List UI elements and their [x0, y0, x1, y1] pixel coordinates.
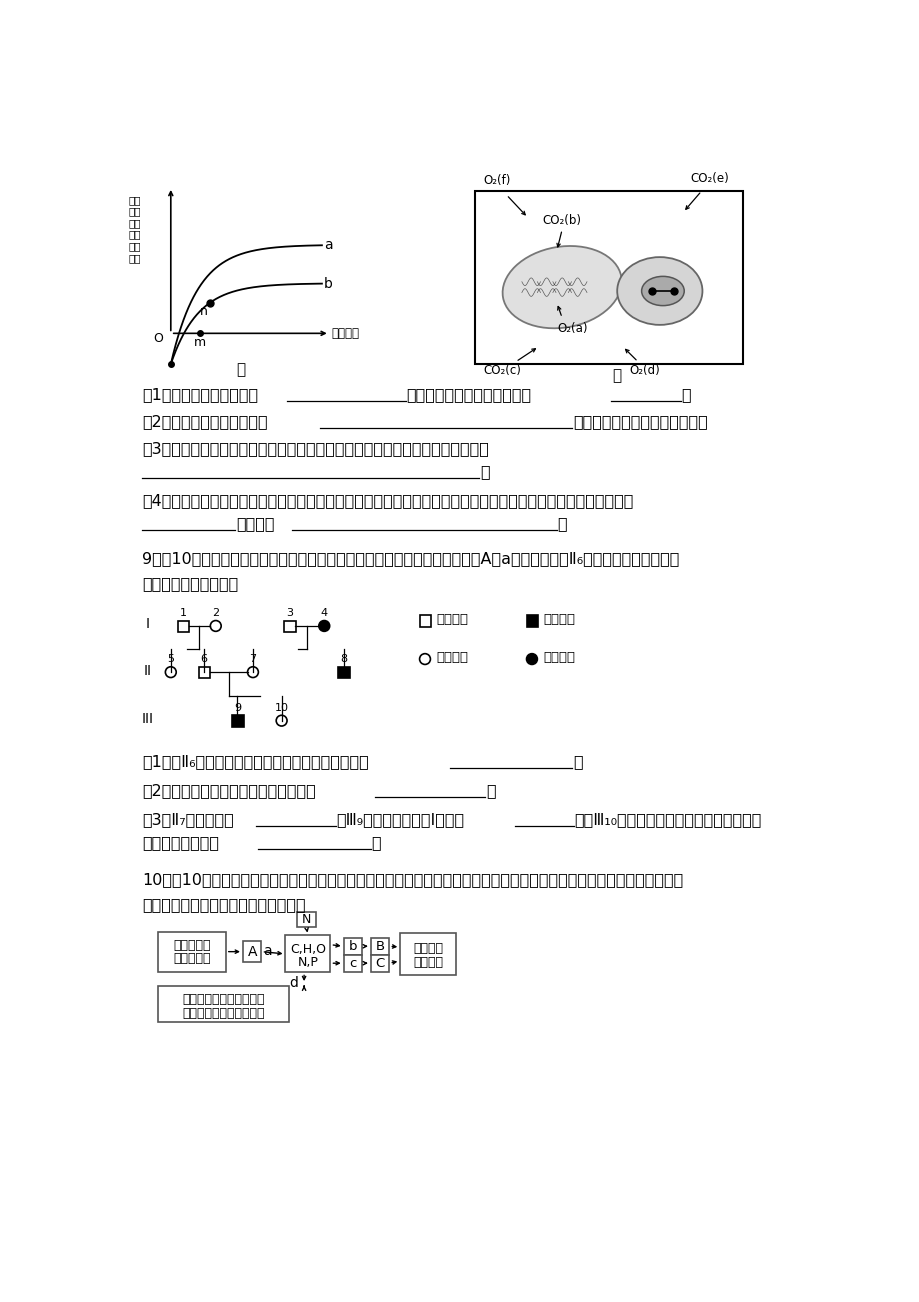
Text: 男孩患病的概率是: 男孩患病的概率是 [142, 836, 219, 850]
Text: （3）若图乙表示的是叶肉细胞光合速率等于呼吸速率，则图中字母存在的关系为: （3）若图乙表示的是叶肉细胞光合速率等于呼吸速率，则图中字母存在的关系为 [142, 441, 489, 456]
Text: （2）分析上图可知，该病的遗传方式是: （2）分析上图可知，该病的遗传方式是 [142, 783, 315, 798]
Text: 植物细胞内: 植物细胞内 [173, 939, 210, 952]
Text: 2: 2 [212, 608, 219, 618]
Text: II: II [143, 664, 152, 677]
Text: 的大分子物质，请分析回答下列问题。: 的大分子物质，请分析回答下列问题。 [142, 897, 305, 911]
Text: 。: 。 [486, 783, 495, 798]
Bar [199, 667, 210, 678]
Text: 主要成分: 主要成分 [413, 956, 443, 969]
Text: 7: 7 [249, 655, 256, 664]
Text: B: B [375, 940, 384, 953]
Bar [285, 935, 330, 973]
Bar [177, 621, 189, 631]
Bar [400, 934, 456, 975]
Text: 9: 9 [233, 703, 241, 713]
Text: ，Ⅲ₉的致病基因来自Ⅰ代中的: ，Ⅲ₉的致病基因来自Ⅰ代中的 [336, 812, 464, 827]
Text: 患病男性: 患病男性 [543, 612, 575, 625]
Text: （1）图甲中ｍ点的含义是: （1）图甲中ｍ点的含义是 [142, 387, 258, 402]
Text: （2）图甲的纵坐标还可以用: （2）图甲的纵坐标还可以用 [142, 414, 267, 430]
Text: 5: 5 [167, 655, 174, 664]
Circle shape [210, 621, 221, 631]
Text: CO₂(c): CO₂(c) [483, 365, 521, 378]
Text: O: O [153, 332, 163, 345]
Text: 核糖体的: 核糖体的 [413, 943, 443, 956]
Text: c: c [349, 957, 357, 970]
Bar [284, 621, 295, 631]
Text: d: d [289, 975, 298, 990]
Bar [243, 941, 261, 962]
Text: C: C [375, 957, 384, 970]
Text: （1）若Ⅱ₆携带该病致病基因，则该病的遗传方式是: （1）若Ⅱ₆携带该病致病基因，则该病的遗传方式是 [142, 754, 369, 768]
Text: 的储能物质: 的储能物质 [173, 953, 210, 965]
Text: O₂(f): O₂(f) [482, 174, 510, 187]
Text: 促进生殖器官发育，激发: 促进生殖器官发育，激发 [182, 993, 265, 1006]
Bar [344, 937, 362, 954]
Text: 甲: 甲 [236, 362, 244, 378]
Bar [232, 715, 244, 727]
Text: 6: 6 [200, 655, 208, 664]
Text: 10．（10分）如图所示的图解表示构成细胞的元素、化合物，ａ、ｂ、ｃ、ｄ代表不同的小分子物质，Ａ、Ｂ、Ｃ代表不同: 10．（10分）如图所示的图解表示构成细胞的元素、化合物，ａ、ｂ、ｃ、ｄ代表不同… [142, 872, 683, 888]
Text: O₂(a): O₂(a) [556, 322, 587, 335]
Text: 。: 。 [573, 754, 582, 768]
Ellipse shape [641, 276, 684, 306]
Bar [370, 954, 389, 971]
Text: 请据图回答下列问题：: 请据图回答下列问题： [142, 575, 238, 591]
Text: O₂(d): O₂(d) [629, 365, 659, 378]
Bar [338, 667, 349, 678]
Bar [419, 615, 431, 626]
Bar [157, 932, 225, 971]
Text: III: III [142, 712, 153, 727]
Text: 并维持雄性动物第二性征: 并维持雄性动物第二性征 [182, 1006, 265, 1019]
Text: 来表示，也能得到类似的图象。: 来表示，也能得到类似的图象。 [573, 414, 707, 430]
Text: 。若Ⅲ₁₀与表现正常的男性结婚，则其所生: 。若Ⅲ₁₀与表现正常的男性结婚，则其所生 [574, 812, 761, 827]
Text: N: N [301, 913, 311, 926]
Text: b: b [323, 276, 333, 290]
Text: 4: 4 [321, 608, 327, 618]
Text: 。: 。 [371, 836, 380, 850]
Circle shape [165, 667, 176, 677]
Bar [344, 954, 362, 971]
Text: 3: 3 [286, 608, 292, 618]
Text: A: A [247, 945, 256, 958]
Text: n: n [199, 305, 208, 318]
Text: 10: 10 [275, 703, 289, 713]
Bar [297, 911, 315, 927]
Text: C,H,O: C,H,O [289, 943, 325, 956]
Circle shape [419, 654, 430, 664]
Circle shape [526, 654, 537, 664]
Bar [157, 986, 289, 1022]
Text: 乙: 乙 [611, 368, 620, 383]
Text: I: I [145, 617, 150, 631]
Text: 光照强度: 光照强度 [331, 327, 358, 340]
Text: 9．（10分）下图是人类某遗传病的遗传系谱图，该遗传病受一对等位基因（A、a）控制，已知Ⅱ₆不携带该病致病基因。: 9．（10分）下图是人类某遗传病的遗传系谱图，该遗传病受一对等位基因（A、a）控… [142, 551, 679, 566]
Bar [370, 937, 389, 954]
Circle shape [247, 667, 258, 677]
Circle shape [319, 621, 329, 631]
Text: ，限制ｎ点的环境因素不包括: ，限制ｎ点的环境因素不包括 [406, 387, 531, 402]
Ellipse shape [502, 246, 621, 328]
Text: 8: 8 [340, 655, 346, 664]
Text: b: b [348, 940, 357, 953]
Text: 患病女性: 患病女性 [543, 651, 575, 664]
Text: ，原因是: ，原因是 [235, 517, 274, 531]
Text: 。: 。 [681, 387, 690, 402]
Text: a: a [323, 238, 333, 253]
Text: CO₂(b): CO₂(b) [542, 214, 581, 227]
Text: N,P: N,P [297, 956, 318, 969]
Text: a: a [263, 944, 272, 958]
Text: 有机
物产
生速
率或
积累
速率: 有机 物产 生速 率或 积累 速率 [128, 195, 141, 263]
Text: （3）Ⅱ₇的基因型是: （3）Ⅱ₇的基因型是 [142, 812, 233, 827]
Bar [475, 191, 742, 365]
Text: CO₂(e): CO₂(e) [689, 172, 728, 185]
Text: 。: 。 [480, 465, 489, 479]
Text: 。: 。 [557, 517, 566, 531]
Text: m: m [194, 336, 206, 349]
Text: 正常男性: 正常男性 [437, 612, 468, 625]
Bar [526, 615, 538, 626]
Circle shape [276, 715, 287, 727]
Text: 1: 1 [179, 608, 187, 618]
Ellipse shape [617, 256, 702, 326]
Text: 正常女性: 正常女性 [437, 651, 468, 664]
Text: （4）若该植物细胞与周围环境的气体交换情况中ｅ和ｄ均大于０，则能不能说明该植物体内的有机物一定有积累？: （4）若该植物细胞与周围环境的气体交换情况中ｅ和ｄ均大于０，则能不能说明该植物体… [142, 493, 633, 509]
